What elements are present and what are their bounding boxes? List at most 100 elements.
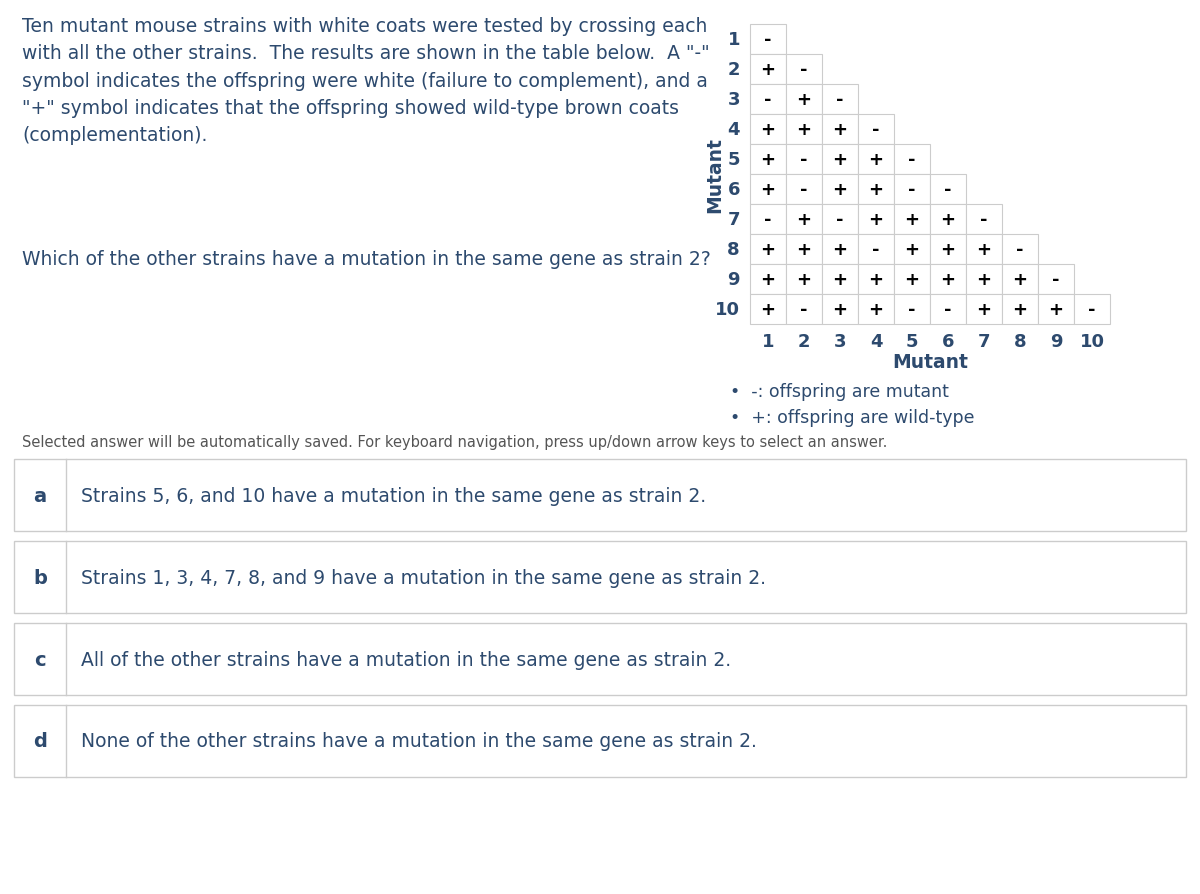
Text: +: + [977,300,991,318]
Text: Strains 1, 3, 4, 7, 8, and 9 have a mutation in the same gene as strain 2.: Strains 1, 3, 4, 7, 8, and 9 have a muta… [82,568,766,586]
Text: +: + [869,211,883,229]
Text: a: a [34,486,47,505]
FancyBboxPatch shape [966,265,1002,295]
Text: 6: 6 [942,333,954,350]
Text: -: - [800,61,808,79]
Text: 2: 2 [798,333,810,350]
Text: Which of the other strains have a mutation in the same gene as strain 2?: Which of the other strains have a mutati… [22,249,710,269]
FancyBboxPatch shape [750,235,786,265]
Text: c: c [34,650,46,669]
FancyBboxPatch shape [1038,265,1074,295]
FancyBboxPatch shape [1002,265,1038,295]
Text: Mutant: Mutant [706,137,725,213]
FancyBboxPatch shape [822,85,858,114]
FancyBboxPatch shape [930,265,966,295]
Text: +: + [761,271,775,289]
Text: 1: 1 [762,333,774,350]
Text: +: + [761,151,775,169]
FancyBboxPatch shape [858,235,894,265]
FancyBboxPatch shape [786,114,822,145]
FancyBboxPatch shape [930,235,966,265]
Text: +: + [833,300,847,318]
FancyBboxPatch shape [786,295,822,325]
Text: +: + [1049,300,1063,318]
FancyBboxPatch shape [786,175,822,205]
Text: 4: 4 [870,333,882,350]
Text: +: + [869,300,883,318]
Text: 3: 3 [727,91,740,109]
Text: Strains 5, 6, and 10 have a mutation in the same gene as strain 2.: Strains 5, 6, and 10 have a mutation in … [82,486,706,505]
Text: d: d [34,731,47,751]
Text: +: + [797,240,811,258]
FancyBboxPatch shape [14,460,1186,531]
FancyBboxPatch shape [858,114,894,145]
FancyBboxPatch shape [786,265,822,295]
FancyBboxPatch shape [786,145,822,175]
FancyBboxPatch shape [894,295,930,325]
Text: +: + [977,240,991,258]
FancyBboxPatch shape [14,542,1186,613]
Text: +: + [761,121,775,139]
Text: 8: 8 [1014,333,1026,350]
Text: +: + [797,91,811,109]
FancyBboxPatch shape [930,175,966,205]
Text: All of the other strains have a mutation in the same gene as strain 2.: All of the other strains have a mutation… [82,650,731,669]
FancyBboxPatch shape [822,145,858,175]
FancyBboxPatch shape [822,235,858,265]
FancyBboxPatch shape [786,55,822,85]
FancyBboxPatch shape [786,235,822,265]
Text: +: + [833,121,847,139]
Text: +: + [833,240,847,258]
FancyBboxPatch shape [1038,295,1074,325]
Text: -: - [872,240,880,258]
Text: +: + [977,271,991,289]
Text: 9: 9 [1050,333,1062,350]
Text: +: + [941,211,955,229]
FancyBboxPatch shape [822,295,858,325]
Text: -: - [1088,300,1096,318]
Text: +: + [761,300,775,318]
Text: 10: 10 [715,300,740,318]
Text: +: + [905,240,919,258]
FancyBboxPatch shape [894,145,930,175]
FancyBboxPatch shape [894,265,930,295]
Text: 7: 7 [978,333,990,350]
Text: -: - [1016,240,1024,258]
FancyBboxPatch shape [930,295,966,325]
Text: -: - [800,181,808,198]
FancyBboxPatch shape [1074,295,1110,325]
Text: +: + [905,211,919,229]
FancyBboxPatch shape [894,235,930,265]
Text: Selected answer will be automatically saved. For keyboard navigation, press up/d: Selected answer will be automatically sa… [22,434,887,450]
FancyBboxPatch shape [14,623,1186,696]
FancyBboxPatch shape [822,175,858,205]
Text: 5: 5 [906,333,918,350]
Text: 6: 6 [727,181,740,198]
Text: +: + [833,271,847,289]
FancyBboxPatch shape [1002,295,1038,325]
FancyBboxPatch shape [750,114,786,145]
FancyBboxPatch shape [750,295,786,325]
Text: +: + [941,271,955,289]
FancyBboxPatch shape [930,205,966,235]
Text: -: - [764,211,772,229]
FancyBboxPatch shape [750,175,786,205]
Text: -: - [764,91,772,109]
Text: +: + [869,181,883,198]
Text: 5: 5 [727,151,740,169]
Text: -: - [1052,271,1060,289]
FancyBboxPatch shape [822,205,858,235]
Text: -: - [944,300,952,318]
Text: -: - [764,31,772,49]
Text: •  +: offspring are wild-type: • +: offspring are wild-type [730,409,974,426]
FancyBboxPatch shape [750,85,786,114]
Text: b: b [34,568,47,586]
FancyBboxPatch shape [858,205,894,235]
FancyBboxPatch shape [966,235,1002,265]
FancyBboxPatch shape [822,114,858,145]
Text: +: + [833,151,847,169]
Text: +: + [761,181,775,198]
Text: 4: 4 [727,121,740,139]
Text: +: + [1013,271,1027,289]
Text: +: + [869,151,883,169]
